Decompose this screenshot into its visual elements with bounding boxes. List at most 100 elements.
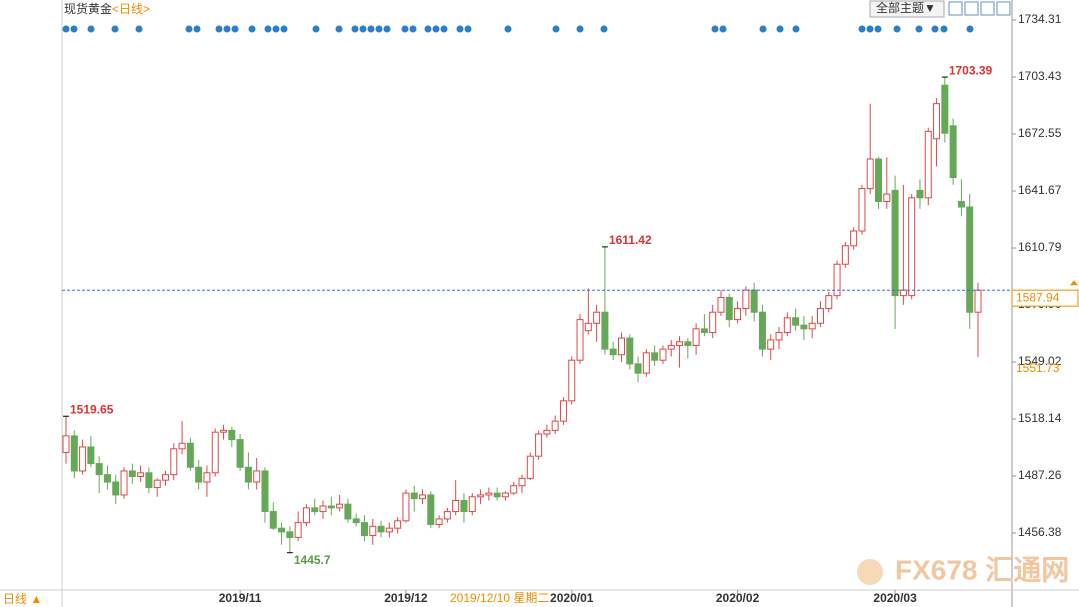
candle-body <box>841 245 849 265</box>
y-tick-label: 1487.26 <box>1018 468 1062 482</box>
candle-body <box>816 308 824 324</box>
event-dot <box>893 25 901 33</box>
high-label: 1519.65 <box>70 402 114 416</box>
tool-icon[interactable] <box>996 1 1011 16</box>
candle-body <box>609 348 617 356</box>
event-dot <box>135 25 143 33</box>
candle-body <box>145 472 153 489</box>
toolbar <box>948 1 1011 16</box>
event-dot <box>711 25 719 33</box>
candle-body <box>178 442 186 450</box>
x-tick-label: 2019/11 <box>219 591 262 605</box>
event-dot <box>464 25 472 33</box>
candle-body <box>667 344 675 350</box>
candle-body <box>651 352 659 361</box>
event-dot <box>231 25 239 33</box>
candle-body <box>120 470 128 496</box>
event-dot <box>335 25 343 33</box>
candle-body <box>410 492 418 500</box>
watermark: FX678 汇通网 <box>895 554 1069 585</box>
event-dot <box>409 25 417 33</box>
candle-body <box>327 505 335 509</box>
candle-body <box>899 289 907 297</box>
candle-body <box>551 420 559 431</box>
candle-body <box>302 507 310 524</box>
candle-body <box>278 527 286 533</box>
candle-body <box>261 470 269 513</box>
candle-body <box>419 494 427 500</box>
tool-icon[interactable] <box>980 1 995 16</box>
candle-body <box>933 103 941 140</box>
x-tick-label: 2019/12 <box>384 591 428 605</box>
candle-body <box>460 499 468 513</box>
tool-icon[interactable] <box>964 1 979 16</box>
candle-body <box>949 125 957 178</box>
candle-body <box>676 341 684 346</box>
candle-body <box>468 496 476 513</box>
candle-body <box>112 481 120 496</box>
candle-body <box>518 477 526 487</box>
candle-body <box>709 311 717 334</box>
tool-icon[interactable] <box>948 1 963 16</box>
crosshair-date: 2019/12/10 星期二 <box>450 591 549 605</box>
candle-body <box>128 470 136 477</box>
event-dot <box>792 25 800 33</box>
candle-body <box>103 474 111 483</box>
event-dot <box>248 25 256 33</box>
candle-body <box>966 206 974 313</box>
candle-body <box>161 474 169 481</box>
last-price-label: 1587.94 <box>1016 290 1060 304</box>
y-tick-label: 1672.55 <box>1018 126 1062 140</box>
candle-body <box>211 431 219 474</box>
price-arrow <box>1070 280 1078 286</box>
event-dot <box>87 25 95 33</box>
candle-body <box>477 494 485 498</box>
event-dot <box>375 25 383 33</box>
y-tick-label: 1610.79 <box>1018 240 1062 254</box>
event-dot <box>866 25 874 33</box>
candle-body <box>617 337 625 356</box>
event-dot <box>424 25 432 33</box>
candle-body <box>336 503 344 509</box>
candle-body <box>236 439 244 468</box>
event-dot <box>185 25 193 33</box>
event-dot <box>776 25 784 33</box>
candle-body <box>485 492 493 496</box>
period-label[interactable]: 日线 ▲ <box>3 592 42 606</box>
candle-body <box>800 324 808 330</box>
event-dot <box>858 25 866 33</box>
event-dot <box>193 25 201 33</box>
candle-body <box>153 479 161 489</box>
candle-body <box>601 311 609 350</box>
candle-body <box>377 525 385 533</box>
y-tick-label: 1703.43 <box>1018 69 1062 83</box>
candle-body <box>584 322 592 332</box>
candle-body <box>79 446 87 472</box>
candle-body <box>394 520 402 529</box>
candle-body <box>783 317 791 334</box>
candle-body <box>684 341 692 346</box>
theme-button-label[interactable]: 全部主题▼ <box>876 0 936 15</box>
candle-body <box>850 230 858 247</box>
candle-body <box>642 352 650 374</box>
candle-body <box>916 189 924 199</box>
theme-button[interactable] <box>869 0 945 18</box>
candle-body <box>186 442 194 468</box>
candle-body <box>170 448 178 476</box>
event-dot <box>215 25 223 33</box>
candle-body <box>808 322 816 330</box>
event-dot <box>367 25 375 33</box>
candle-body <box>253 470 261 483</box>
event-dot <box>504 25 512 33</box>
candle-body <box>833 263 841 297</box>
candle-body <box>402 492 410 522</box>
event-dot <box>312 25 320 33</box>
last-price-box <box>1011 289 1079 307</box>
candle-body <box>220 429 228 433</box>
high-label: 1611.42 <box>609 233 652 247</box>
y-tick-label: 1734.31 <box>1018 12 1062 26</box>
candle-body <box>443 511 451 520</box>
chart-subtitle: <日线> <box>112 2 150 16</box>
candle-body <box>866 158 874 190</box>
